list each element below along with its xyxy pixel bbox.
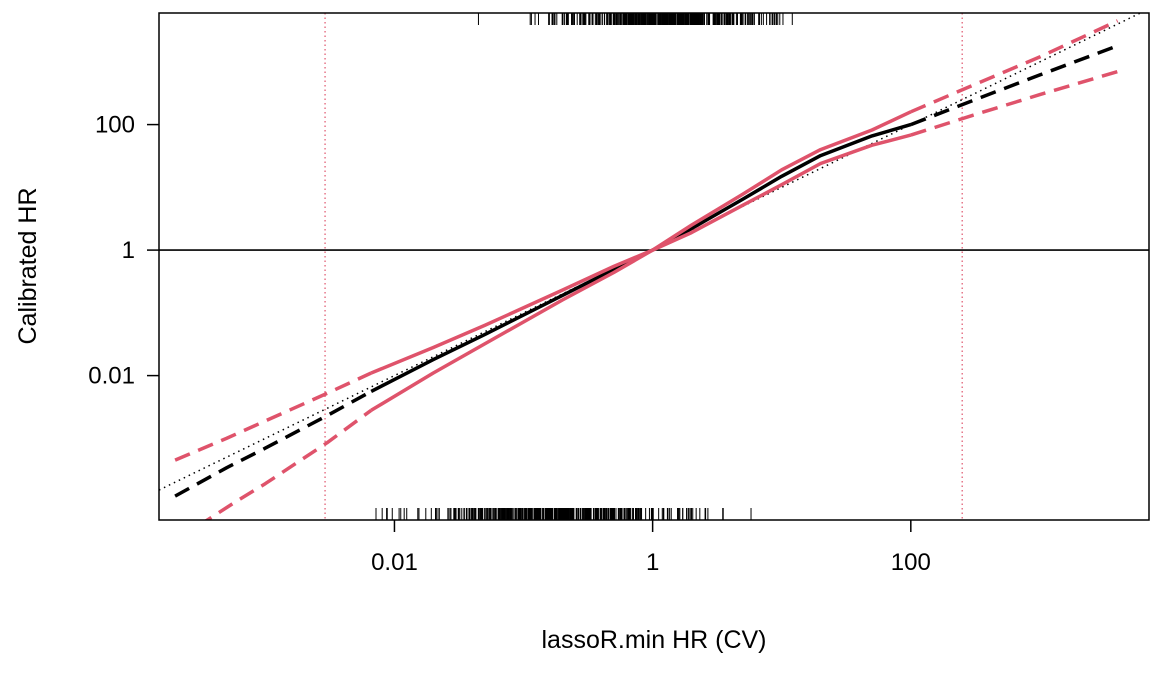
series-lower-ci-extrapolated-low (204, 408, 373, 520)
series-calibration-estimate-extrapolated-high (910, 44, 1119, 127)
y-tick-label: 100 (95, 112, 135, 139)
rug-bottom (375, 508, 752, 520)
rug-top (477, 13, 793, 25)
y-tick-label: 0.01 (88, 363, 135, 390)
x-axis-label: lassoR.min HR (CV) (541, 626, 766, 654)
y-tick-label: 1 (122, 237, 135, 264)
x-tick-label: 0.01 (371, 549, 418, 576)
plot-frame (158, 12, 1150, 521)
x-tick-label: 1 (646, 549, 659, 576)
series-calibration-estimate-extrapolated-low (174, 389, 373, 498)
series-lower-ci (370, 133, 912, 412)
series-lower-ci-extrapolated-high (910, 69, 1119, 137)
x-tick-label: 100 (891, 549, 931, 576)
y-axis-label: Calibrated HR (14, 187, 42, 344)
plot-region (159, 13, 1149, 520)
series-upper-ci (370, 110, 912, 375)
axes: 0.01 1 100 0.01 1 100 (88, 112, 931, 576)
series-upper-ci-extrapolated-high (910, 19, 1119, 114)
series-upper-ci-extrapolated-low (174, 371, 372, 462)
